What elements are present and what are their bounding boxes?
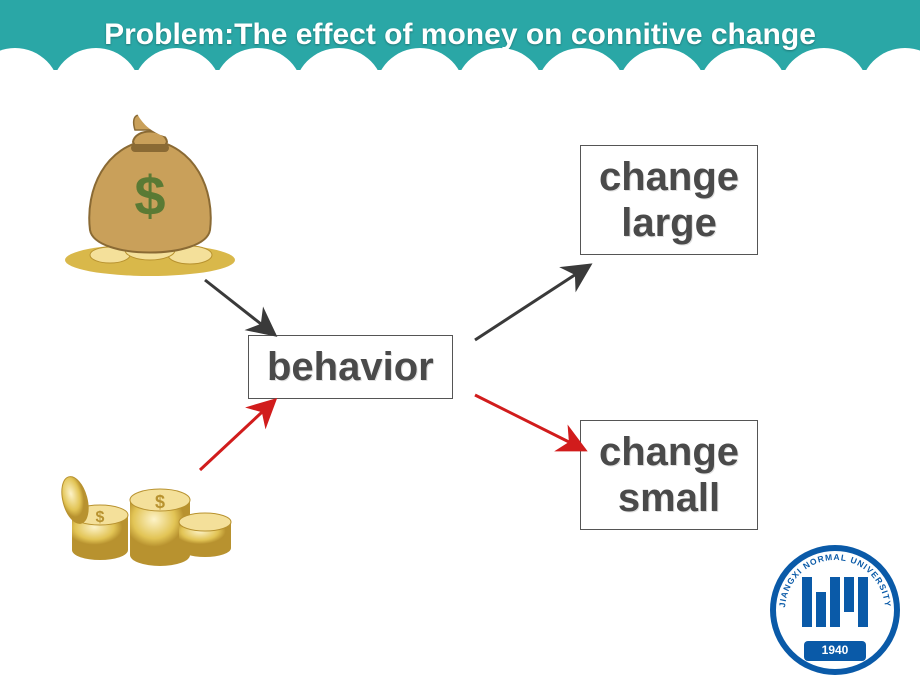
change-large-line2: large xyxy=(621,201,717,245)
change-large-node: change large xyxy=(580,145,758,255)
university-logo: JIANGXI NORMAL UNIVERSITY 1940 xyxy=(770,545,900,675)
logo-year: 1940 xyxy=(770,643,900,657)
behavior-label: behavior xyxy=(267,345,434,389)
change-small-line2: small xyxy=(618,476,720,520)
svg-text:$: $ xyxy=(96,509,105,526)
svg-text:$: $ xyxy=(155,492,165,512)
svg-text:$: $ xyxy=(134,164,165,227)
logo-inner-mark xyxy=(802,577,868,627)
change-small-node: change small xyxy=(580,420,758,530)
change-large-line1: change xyxy=(599,155,739,199)
coins-icon: $ $ xyxy=(50,430,240,575)
change-small-line1: change xyxy=(599,430,739,474)
slide-title: Problem:The effect of money on connitive… xyxy=(104,18,816,52)
behavior-node: behavior xyxy=(248,335,453,399)
header-scallop-decoration xyxy=(0,48,920,108)
